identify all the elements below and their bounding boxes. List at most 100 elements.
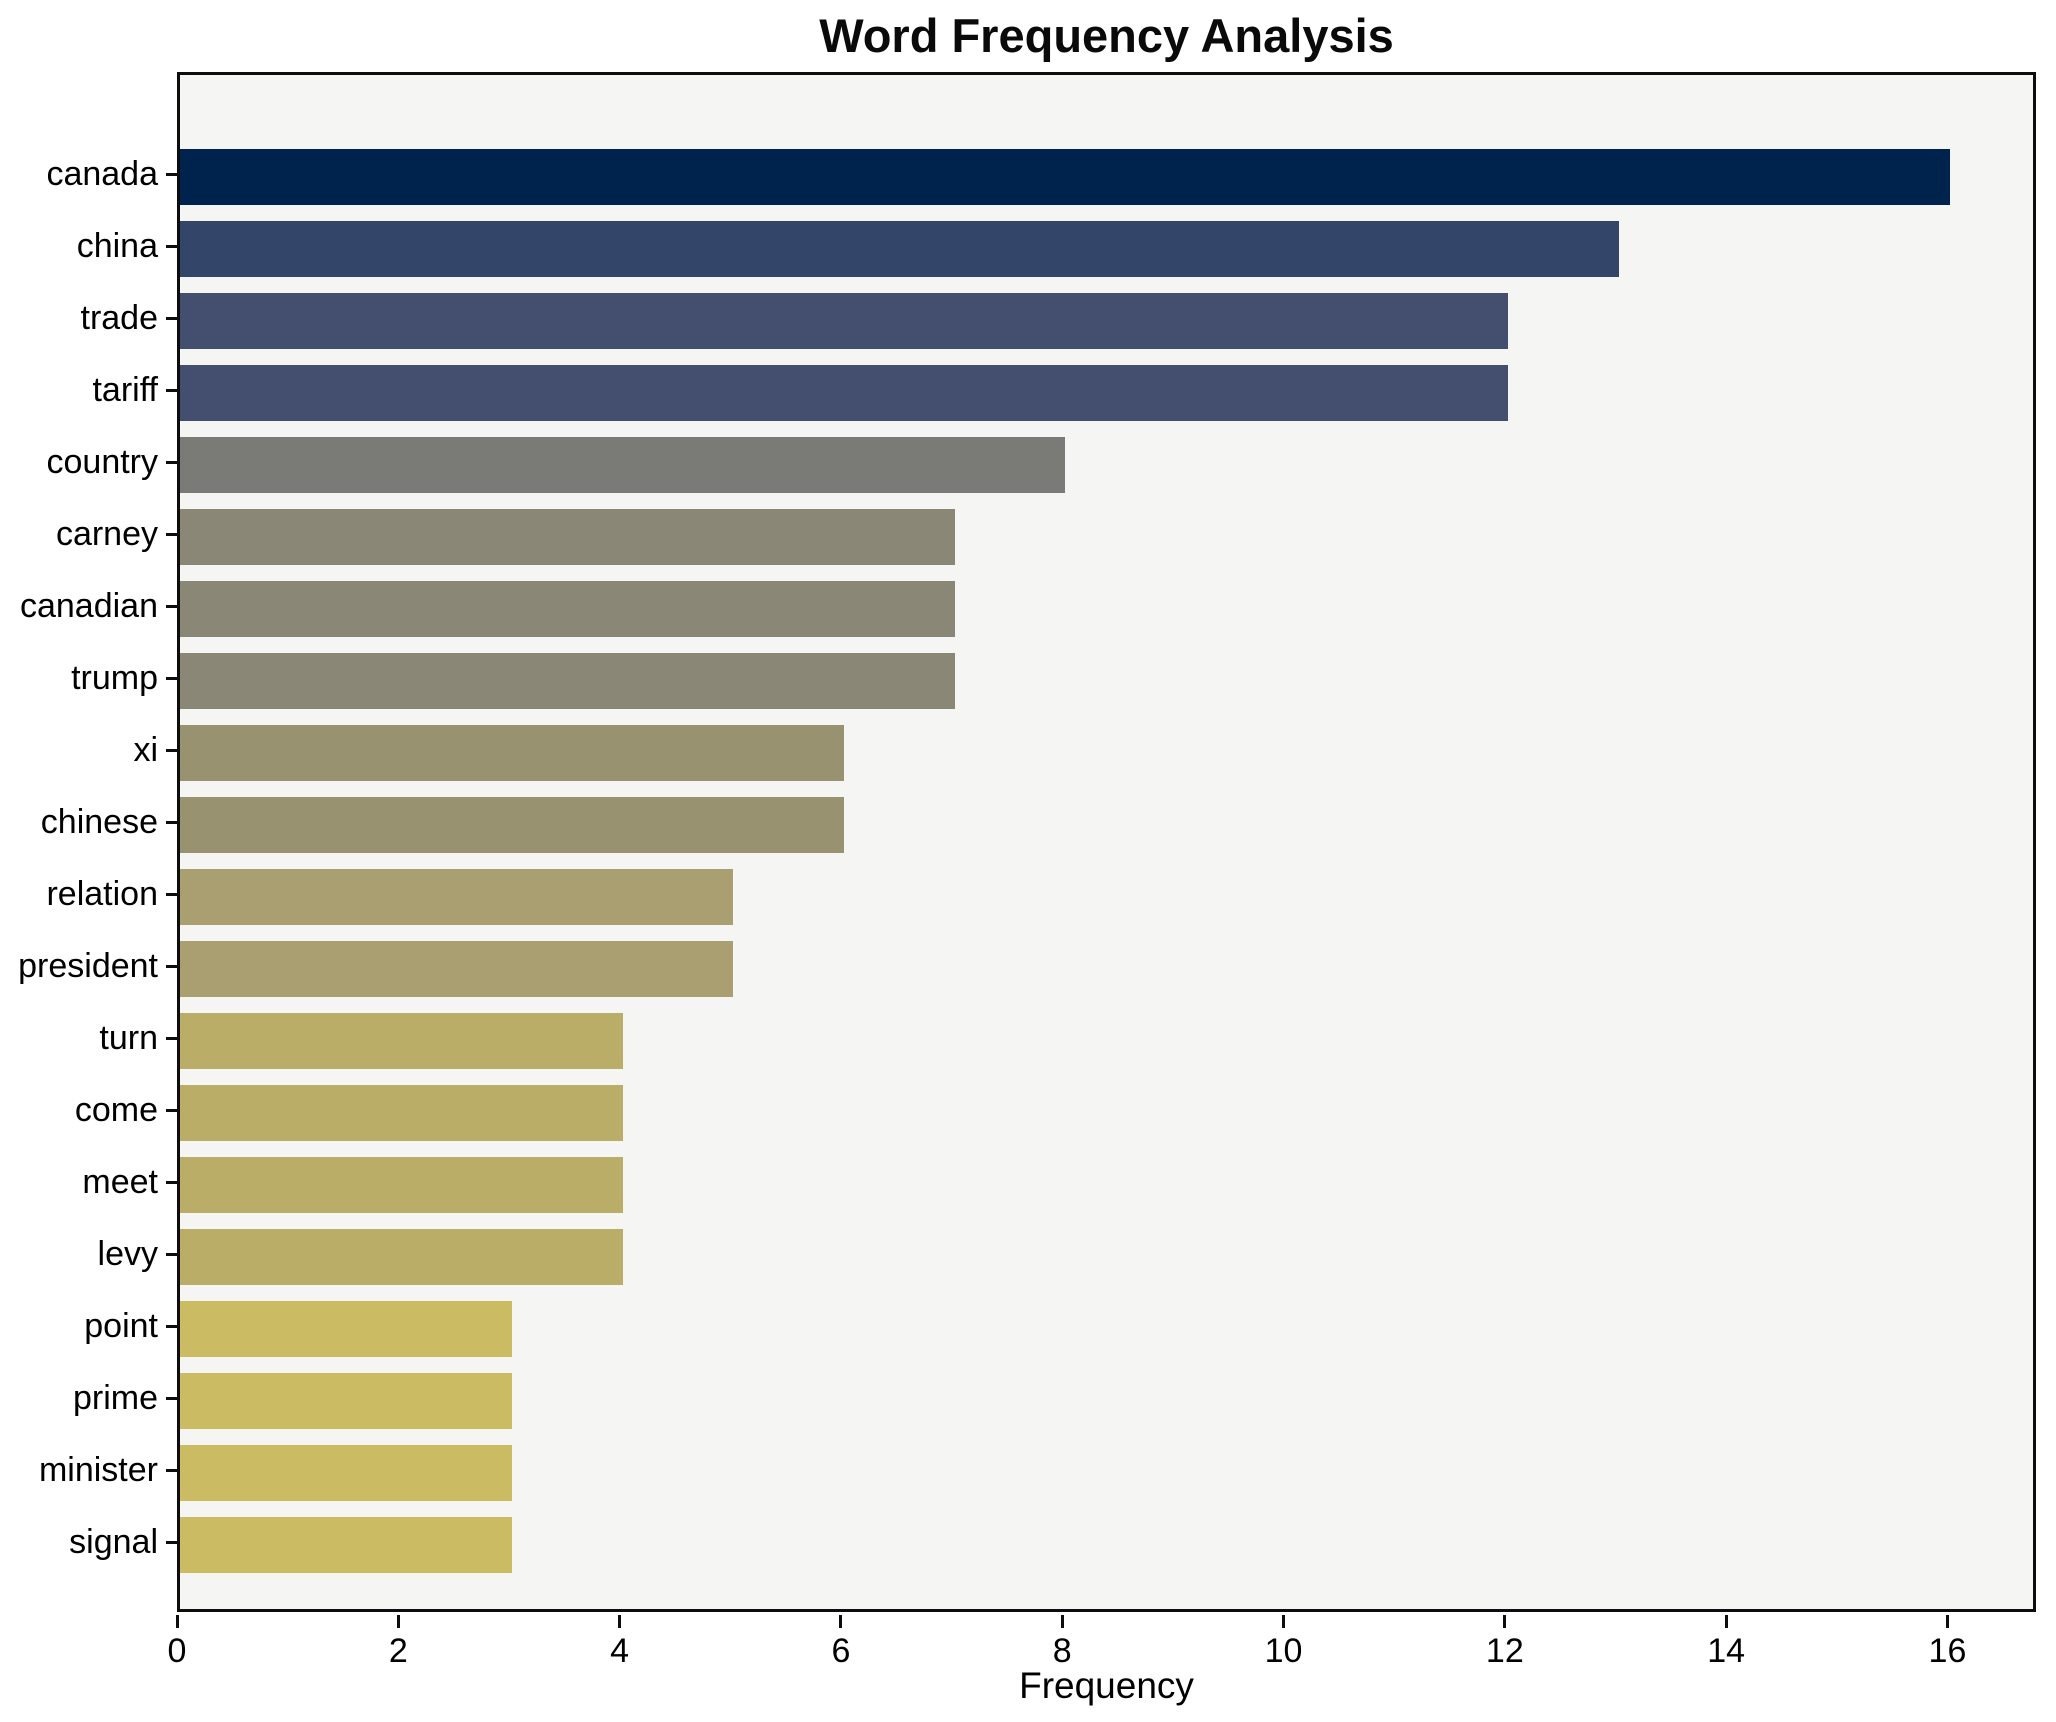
- y-tick: [166, 965, 177, 968]
- bar-row: [180, 429, 2033, 501]
- y-tick: [166, 605, 177, 608]
- x-axis: 0 2 4 6 8 10 12 14 16: [0, 1612, 2056, 1722]
- bar-signal: [180, 1517, 512, 1573]
- bar-china: [180, 221, 1619, 277]
- bar-row: [180, 141, 2033, 213]
- x-tick: [175, 1615, 179, 1628]
- bar-point: [180, 1301, 512, 1357]
- y-label-point: point: [84, 1307, 158, 1345]
- y-label-prime: prime: [72, 1379, 158, 1417]
- y-label-canada: canada: [46, 155, 158, 193]
- x-tick: [1724, 1615, 1728, 1628]
- x-tick-label: 10: [1264, 1632, 1303, 1670]
- y-label-signal: signal: [69, 1523, 158, 1561]
- bar-canadian: [180, 581, 955, 637]
- x-tick-label: 14: [1707, 1632, 1746, 1670]
- y-tick: [166, 893, 177, 896]
- bar-turn: [180, 1013, 623, 1069]
- x-tick: [1945, 1615, 1949, 1628]
- bar-row: [180, 1149, 2033, 1221]
- bar-canada: [180, 149, 1951, 205]
- y-label-turn: turn: [99, 1019, 158, 1057]
- y-tick: [166, 1037, 177, 1040]
- y-tick: [166, 749, 177, 752]
- y-label-meet: meet: [82, 1163, 158, 1201]
- bar-president: [180, 941, 734, 997]
- bar-chinese: [180, 797, 844, 853]
- plot-area: [177, 72, 2036, 1612]
- y-tick: [166, 1181, 177, 1184]
- y-label-canadian: canadian: [19, 587, 158, 625]
- y-tick: [166, 677, 177, 680]
- bar-tariff: [180, 365, 1508, 421]
- bar-row: [180, 933, 2033, 1005]
- x-tick: [1503, 1615, 1507, 1628]
- y-tick: [166, 1253, 177, 1256]
- bar-trade: [180, 293, 1508, 349]
- y-tick: [166, 317, 177, 320]
- y-label-minister: minister: [38, 1451, 158, 1489]
- y-label-trade: trade: [80, 299, 159, 337]
- y-tick: [166, 1109, 177, 1112]
- bar-row: [180, 861, 2033, 933]
- x-tick-label: 2: [388, 1632, 408, 1670]
- bar-row: [180, 1005, 2033, 1077]
- y-axis-labels: canada china trade tariff country carney canad…: [0, 72, 177, 1612]
- bar-meet: [180, 1157, 623, 1213]
- y-tick: [166, 1469, 177, 1472]
- bar-relation: [180, 869, 734, 925]
- bar-country: [180, 437, 1066, 493]
- chart-title: Word Frequency Analysis: [819, 9, 1394, 62]
- y-tick: [166, 1325, 177, 1328]
- y-label-come: come: [74, 1091, 158, 1129]
- y-tick: [166, 1397, 177, 1400]
- bar-carney: [180, 509, 955, 565]
- y-label-china: china: [76, 227, 158, 265]
- y-tick: [166, 173, 177, 176]
- y-label-trump: trump: [71, 659, 158, 697]
- y-label-chinese: chinese: [40, 803, 158, 841]
- x-tick: [396, 1615, 400, 1628]
- y-label-relation: relation: [46, 875, 158, 913]
- bar-prime: [180, 1373, 512, 1429]
- y-tick: [166, 245, 177, 248]
- y-label-levy: levy: [97, 1235, 158, 1273]
- y-tick: [166, 1541, 177, 1544]
- bar-row: [180, 573, 2033, 645]
- bars-container: [180, 75, 2033, 1609]
- bar-row: [180, 1509, 2033, 1581]
- bar-row: [180, 1365, 2033, 1437]
- x-tick-label: 0: [167, 1632, 187, 1670]
- y-label-xi: xi: [133, 731, 158, 769]
- x-tick-label: 16: [1928, 1632, 1967, 1670]
- bar-row: [180, 1437, 2033, 1509]
- x-tick-label: 4: [610, 1632, 630, 1670]
- y-label-president: president: [18, 947, 158, 985]
- y-tick: [166, 821, 177, 824]
- bar-row: [180, 285, 2033, 357]
- x-tick-label: 8: [1052, 1632, 1072, 1670]
- bar-row: [180, 1293, 2033, 1365]
- y-label-carney: carney: [55, 515, 158, 553]
- bar-minister: [180, 1445, 512, 1501]
- x-tick: [618, 1615, 622, 1628]
- y-label-country: country: [46, 443, 159, 481]
- bar-row: [180, 717, 2033, 789]
- bar-row: [180, 645, 2033, 717]
- bar-row: [180, 789, 2033, 861]
- bar-come: [180, 1085, 623, 1141]
- y-label-tariff: tariff: [92, 371, 158, 409]
- bar-row: [180, 357, 2033, 429]
- bar-levy: [180, 1229, 623, 1285]
- x-tick: [1282, 1615, 1286, 1628]
- bar-row: [180, 1221, 2033, 1293]
- x-tick: [1060, 1615, 1064, 1628]
- y-tick: [166, 533, 177, 536]
- y-tick: [166, 389, 177, 392]
- bar-row: [180, 1077, 2033, 1149]
- bar-row: [180, 213, 2033, 285]
- x-tick-label: 12: [1485, 1632, 1524, 1670]
- y-tick: [166, 461, 177, 464]
- bar-trump: [180, 653, 955, 709]
